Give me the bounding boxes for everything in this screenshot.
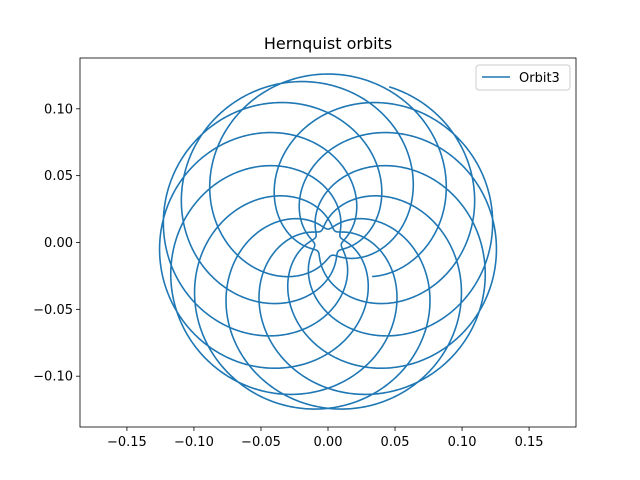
y-tick-label: −0.10 (33, 370, 73, 385)
plot-area (79, 57, 577, 428)
x-axis: −0.15 −0.10 −0.05 0.00 0.05 0.10 0.15 (107, 427, 544, 450)
x-tick-label: −0.05 (241, 435, 281, 450)
y-axis: 0.10 0.05 0.00 −0.05 −0.10 (33, 102, 80, 385)
orbit-curve-layer (158, 73, 498, 410)
chart-title: Hernquist orbits (264, 34, 392, 53)
legend-label-orbit3: Orbit3 (519, 71, 560, 86)
legend: Orbit3 (475, 64, 571, 91)
x-tick-label: 0.00 (314, 435, 343, 450)
y-tick-label: −0.05 (33, 303, 73, 318)
x-tick-label: 0.05 (381, 435, 410, 450)
axes-background (80, 58, 576, 427)
x-tick-label: 0.10 (448, 435, 477, 450)
y-tick-label: 0.10 (44, 102, 73, 117)
x-tick-label: −0.15 (107, 435, 147, 450)
legend-box (475, 64, 571, 91)
y-tick-label: 0.05 (44, 169, 73, 184)
series-line-orbit3 (158, 73, 498, 410)
x-tick-label: 0.15 (515, 435, 544, 450)
x-tick-label: −0.10 (174, 435, 214, 450)
y-tick-label: 0.00 (44, 236, 73, 251)
